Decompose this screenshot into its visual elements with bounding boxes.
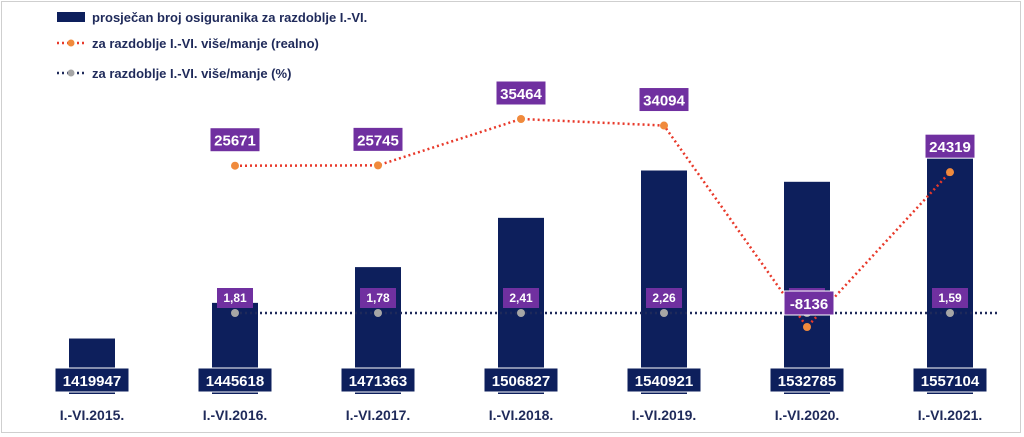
bar-value-box <box>912 367 988 393</box>
real-label-box <box>638 87 690 113</box>
bar-value-label: 1557104 <box>921 373 980 390</box>
real-value-label: 24319 <box>929 139 971 156</box>
category-label: I.-VI.2015. <box>60 407 125 423</box>
bar-value-label: 1540921 <box>635 373 693 390</box>
real-series: 25671 25745 35464 34094 -8136 24319 <box>209 80 976 331</box>
bar-value-box <box>54 367 130 393</box>
bar-I.-VI.2020. <box>784 181 830 394</box>
real-value-label: 25745 <box>357 132 399 149</box>
pct-marker <box>946 309 954 317</box>
category-labels: I.-VI.2015. I.-VI.2016. I.-VI.2017. I.-VI.2… <box>60 407 983 423</box>
bar-value-label: 1419947 <box>63 373 121 390</box>
category-label: I.-VI.2016. <box>203 407 268 423</box>
real-marker <box>803 323 811 331</box>
pct-value-label: 2,26 <box>652 291 676 305</box>
real-value-label: 34094 <box>643 93 685 110</box>
pct-value-label: 1,59 <box>938 291 962 305</box>
real-marker <box>374 161 382 170</box>
legend-pct-marker <box>67 69 75 77</box>
category-label: I.-VI.2021. <box>918 407 983 423</box>
legend-bar-label: prosječan broj osiguranika za razdoblje … <box>92 10 367 25</box>
category-label: I.-VI.2017. <box>346 407 411 423</box>
pct-marker <box>517 309 525 317</box>
pct-label-box <box>360 288 396 308</box>
pct-value-label: 1,78 <box>366 291 390 305</box>
bar-value-box <box>340 367 416 393</box>
real-label-box <box>495 80 547 106</box>
bars <box>69 148 973 394</box>
pct-marker <box>231 309 239 317</box>
legend-bar-swatch <box>57 12 85 22</box>
legend-pct-label: za razdoblje I.-VI. više/manje (%) <box>92 66 291 81</box>
pct-value-label: 2,41 <box>509 291 533 305</box>
pct-marker <box>660 309 668 317</box>
real-label-box <box>209 127 261 153</box>
real-label-box <box>352 126 404 152</box>
bar-value-box <box>483 367 559 393</box>
category-label: I.-VI.2019. <box>632 407 697 423</box>
bar-value-label: 1471363 <box>349 373 407 390</box>
real-value-label: 35464 <box>500 86 542 103</box>
real-value-label: -8136 <box>790 296 828 313</box>
chart-svg: prosječan broj osiguranika za razdoblje … <box>54 10 1000 423</box>
real-marker <box>517 115 525 123</box>
real-series-line <box>234 117 951 329</box>
pct-series: 1,811,782,412,26-0,531,59 <box>217 288 1000 317</box>
legend-real-label: za razdoblje I.-VI. više/manje (realno) <box>92 36 319 51</box>
bar-I.-VI.2019. <box>641 170 687 394</box>
pct-label-box <box>217 288 253 308</box>
pct-marker <box>374 309 382 317</box>
legend-real-marker <box>67 39 75 47</box>
pct-label-box <box>503 288 539 308</box>
category-label: I.-VI.2018. <box>489 407 554 423</box>
real-label-box <box>783 290 835 316</box>
real-value-label: 25671 <box>214 133 256 150</box>
real-label-box <box>924 133 976 159</box>
bar-value-label: 1445618 <box>206 373 264 390</box>
bar-value-label: 1506827 <box>492 373 550 390</box>
bar-value-box <box>769 367 845 393</box>
bar-value-label: 1532785 <box>778 373 836 390</box>
bar-I.-VI.2021. <box>927 148 973 394</box>
pct-label-box <box>932 288 968 308</box>
pct-value-label: 1,81 <box>223 291 247 305</box>
category-label: I.-VI.2020. <box>775 407 840 423</box>
real-marker <box>231 161 239 170</box>
bar-value-box <box>197 367 273 393</box>
bar-labels: 1419947 1445618 1471363 1506827 1540921 15327… <box>54 367 988 393</box>
bar-value-box <box>626 367 702 393</box>
legend: prosječan broj osiguranika za razdoblje … <box>57 10 367 81</box>
real-marker <box>660 121 668 130</box>
pct-label-box <box>646 288 682 308</box>
real-marker <box>946 168 954 177</box>
